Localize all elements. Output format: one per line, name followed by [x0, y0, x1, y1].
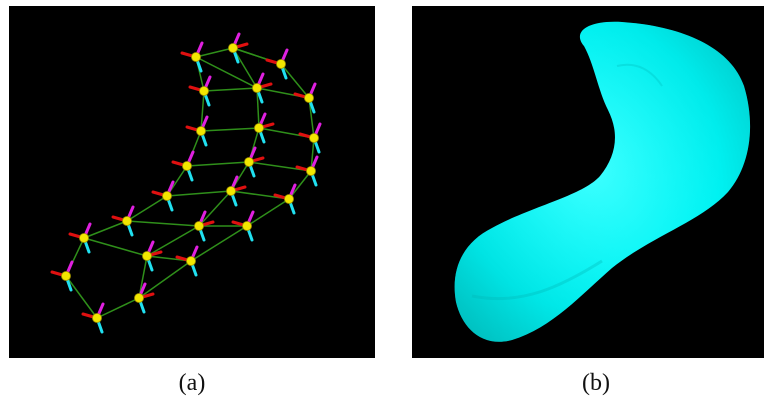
graph-edge	[200, 127, 260, 132]
graph-edge	[166, 190, 232, 197]
graph-edge	[200, 90, 205, 132]
surface-shape	[454, 21, 751, 342]
graph-node	[194, 221, 204, 231]
panel-a-graph-render	[9, 6, 375, 358]
graph-node	[191, 52, 201, 62]
graph-node	[309, 133, 319, 143]
graph-edge	[232, 47, 258, 89]
graph-edge	[280, 63, 310, 99]
graph-edge	[195, 56, 258, 89]
graph-edge	[146, 225, 200, 257]
graph-edge	[186, 161, 250, 167]
graph-node	[79, 233, 89, 243]
skeleton-graph	[50, 32, 322, 334]
graph-node	[142, 251, 152, 261]
graph-node	[92, 313, 102, 323]
graph-edge	[190, 225, 248, 262]
graph-node	[284, 194, 294, 204]
graph-edge	[126, 195, 168, 222]
panel-b-surface-render	[412, 6, 764, 358]
graph-edge	[288, 170, 312, 200]
graph-node	[122, 216, 132, 226]
graph-node	[61, 271, 71, 281]
graph-edge	[256, 87, 260, 129]
graph-node	[276, 59, 286, 69]
graph-node	[226, 186, 236, 196]
graph-node	[186, 256, 196, 266]
graph-node	[244, 157, 254, 167]
graph-edge	[138, 255, 148, 299]
graph-edge	[195, 47, 234, 58]
graph-node	[252, 83, 262, 93]
graph-node	[254, 123, 264, 133]
graph-node	[182, 161, 192, 171]
graph-edge	[246, 198, 290, 227]
caption-a: (a)	[178, 370, 206, 396]
graph-node	[304, 93, 314, 103]
graph-node	[228, 43, 238, 53]
graph-edge	[96, 297, 140, 319]
graph-node	[199, 86, 209, 96]
graph-node	[242, 221, 252, 231]
graph-node	[306, 166, 316, 176]
graph-edge	[310, 137, 315, 172]
graph-edge	[83, 220, 128, 239]
graph-edge	[203, 87, 258, 92]
graph-node	[162, 191, 172, 201]
graph-edge	[138, 260, 192, 299]
graph-edge	[126, 220, 200, 227]
graph-edge	[83, 237, 148, 257]
graph-node	[196, 126, 206, 136]
caption-b: (b)	[582, 370, 610, 396]
graph-edge	[65, 275, 98, 319]
graph-node	[134, 293, 144, 303]
graph-edge	[198, 190, 232, 227]
